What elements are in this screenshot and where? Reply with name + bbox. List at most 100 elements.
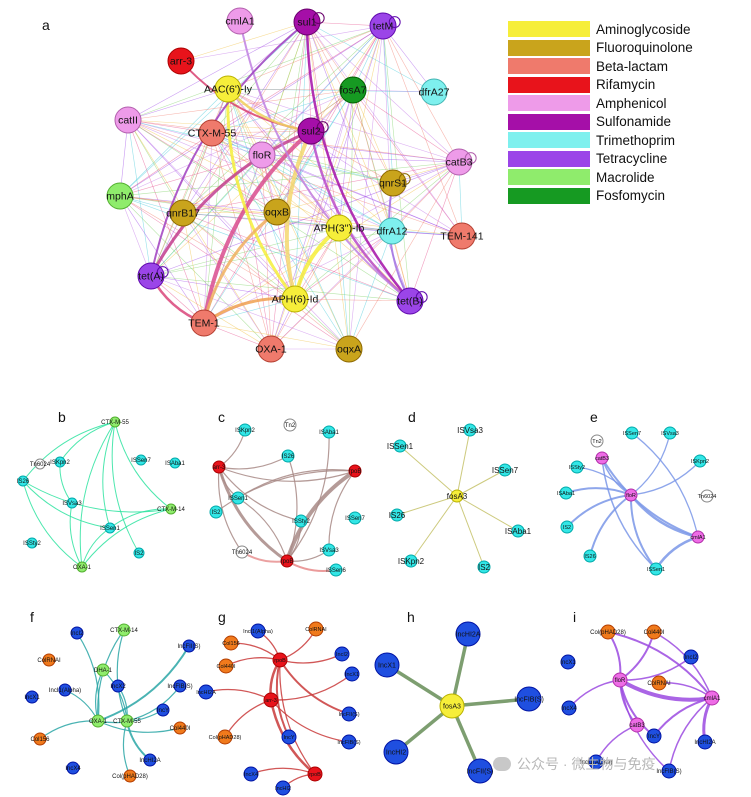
legend-label: Macrolide bbox=[596, 169, 655, 185]
network-edge bbox=[211, 132, 393, 232]
network-node bbox=[25, 690, 39, 704]
network-edge bbox=[279, 659, 316, 775]
network-edge bbox=[119, 154, 263, 197]
node-label: ISSty2 bbox=[569, 465, 585, 471]
node-label: OXA-1 bbox=[73, 565, 92, 571]
node-label: catB3 bbox=[446, 157, 473, 169]
node-label: DHA-1 bbox=[94, 668, 113, 674]
panel-label: b bbox=[58, 409, 66, 425]
network-node bbox=[33, 732, 47, 746]
network-edge bbox=[182, 211, 278, 214]
legend-swatch bbox=[508, 58, 590, 75]
network-edge bbox=[119, 195, 296, 300]
network-node bbox=[281, 285, 309, 313]
network-edge bbox=[305, 21, 411, 302]
network-node bbox=[329, 563, 343, 577]
network-edge bbox=[589, 494, 632, 557]
network-edge bbox=[182, 212, 296, 300]
network-edge bbox=[211, 132, 278, 213]
network-node bbox=[560, 654, 576, 670]
network-node bbox=[339, 76, 367, 104]
network-node bbox=[243, 766, 259, 782]
node-label: floR bbox=[626, 493, 636, 499]
network-node bbox=[283, 418, 297, 432]
network-node bbox=[341, 734, 357, 750]
node-label: mphA bbox=[106, 191, 133, 203]
network-edge bbox=[182, 161, 460, 214]
network-edge bbox=[276, 21, 308, 213]
network-node bbox=[123, 769, 137, 783]
network-edge bbox=[568, 679, 621, 709]
network-edge bbox=[409, 161, 460, 302]
panel-label: a bbox=[42, 17, 50, 33]
network-node bbox=[54, 456, 66, 468]
node-label: IncI1(Alpha) bbox=[580, 760, 612, 766]
node-label: Col440I bbox=[217, 664, 236, 670]
resistance-class-legend: Aminoglycoside Fluoroquinolone Beta-lact… bbox=[508, 20, 748, 205]
network-node bbox=[649, 562, 663, 576]
network-edge bbox=[261, 154, 272, 350]
node-label: ColRNAI bbox=[305, 627, 327, 633]
panel-b-edges bbox=[22, 421, 172, 568]
network-edge bbox=[150, 227, 340, 277]
node-label: ISKpn2 bbox=[50, 460, 70, 466]
node-label: APH(6)-Id bbox=[272, 294, 319, 306]
network-node bbox=[96, 663, 110, 677]
network-edge bbox=[456, 429, 471, 497]
node-label: ISSty2 bbox=[23, 541, 41, 547]
network-edge bbox=[250, 767, 316, 775]
self-loop bbox=[415, 291, 428, 304]
network-edge bbox=[76, 632, 100, 722]
network-node bbox=[66, 761, 80, 775]
network-edge bbox=[218, 466, 356, 482]
network-edge bbox=[150, 275, 296, 300]
node-label: IncI2 bbox=[684, 655, 698, 661]
node-label: ISSen7 bbox=[131, 458, 151, 464]
node-label: IncX1 bbox=[345, 672, 359, 678]
panel-a-nodes: cmlA1 sul1 tetM arr-3 AAC(6')-Iy fosA7 dfrA27 c… bbox=[106, 7, 484, 363]
panel-label: d bbox=[408, 409, 416, 425]
network-node bbox=[335, 335, 363, 363]
node-label: APH(3'')-Ib bbox=[314, 223, 365, 235]
node-label: dfrA27 bbox=[419, 87, 450, 99]
network-edge bbox=[631, 432, 699, 538]
network-edge bbox=[182, 25, 384, 214]
network-edge bbox=[601, 457, 657, 570]
network-edge bbox=[211, 132, 296, 300]
network-edge bbox=[565, 487, 632, 496]
node-label: IncHI2A bbox=[694, 740, 715, 746]
network-edge bbox=[218, 455, 289, 470]
node-label: qnrS1 bbox=[379, 178, 407, 190]
network-edge bbox=[382, 25, 411, 302]
network-edge bbox=[348, 230, 393, 350]
network-edge bbox=[399, 445, 458, 497]
legend-swatch bbox=[508, 21, 590, 38]
network-edge bbox=[237, 497, 288, 562]
network-node bbox=[420, 78, 448, 106]
node-label: AAC(6')-Iy bbox=[204, 84, 253, 96]
network-edge bbox=[211, 89, 354, 134]
network-edge bbox=[22, 421, 116, 482]
network-node bbox=[212, 460, 226, 474]
node-label: ColRNAI bbox=[37, 658, 61, 664]
network-node bbox=[348, 511, 362, 525]
node-label: fosA3 bbox=[447, 492, 468, 501]
node-label: TEM-1 bbox=[188, 318, 220, 330]
network-edge bbox=[114, 421, 172, 510]
network-edge bbox=[294, 227, 340, 300]
network-node bbox=[691, 530, 705, 544]
network-edge bbox=[338, 25, 384, 229]
network-node bbox=[34, 458, 46, 470]
node-label: Col156 bbox=[222, 641, 239, 647]
node-label: CTX-M-14 bbox=[110, 628, 138, 634]
network-edge bbox=[279, 659, 350, 715]
network-node bbox=[646, 624, 662, 640]
network-node bbox=[173, 679, 187, 693]
panel-label: f bbox=[30, 609, 34, 625]
network-node bbox=[334, 646, 350, 662]
legend-item: Tetracycline bbox=[508, 150, 748, 169]
network-edge bbox=[182, 212, 463, 237]
network-node bbox=[26, 537, 38, 549]
network-edge bbox=[270, 227, 340, 350]
node-label: IncX1 bbox=[560, 660, 576, 666]
